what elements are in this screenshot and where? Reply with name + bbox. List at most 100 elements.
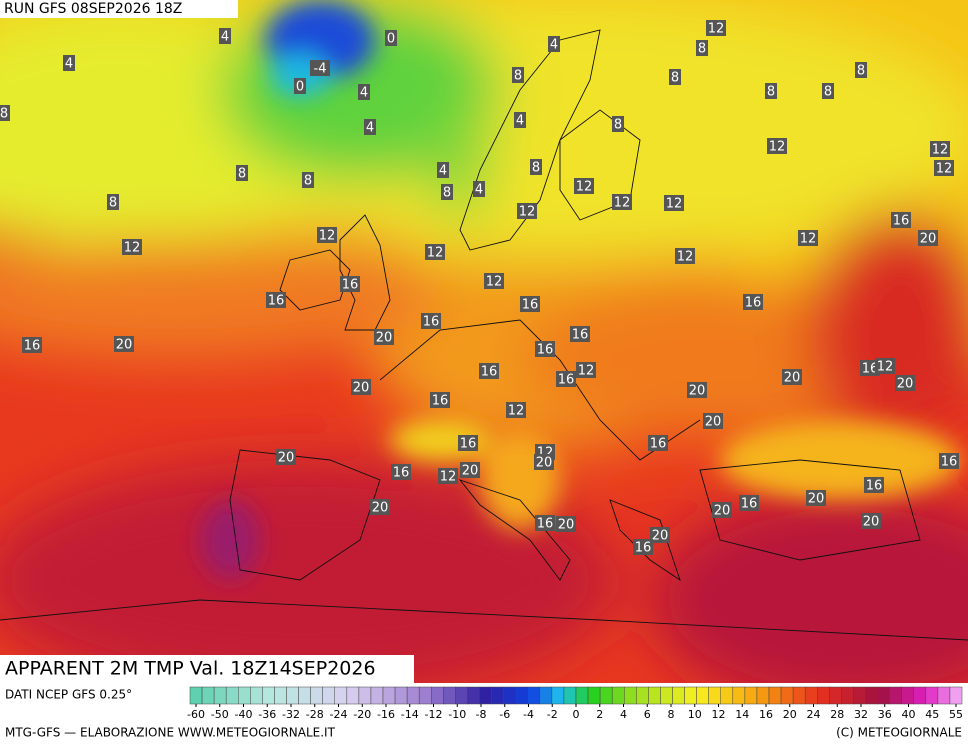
map-title: APPARENT 2M TMP Val. 18Z14SEP2026 [5,658,376,680]
colorbar-swatch [708,686,721,705]
label-box [236,165,248,181]
temperature-label: 16 [342,278,359,293]
temperature-label: 16 [393,466,410,481]
temperature-label: 12 [936,162,953,177]
colorbar-tick-label: 32 [854,708,868,721]
label-box [864,477,884,493]
colorbar-swatch [853,686,866,705]
colorbar-tick-label: -2 [547,708,558,721]
label-box [855,62,867,78]
temperature-label: 4 [475,183,483,198]
label-box [421,313,441,329]
temperature-label: 4 [366,121,374,136]
colorbar-swatch [575,686,589,705]
label-box [358,84,370,100]
colorbar-swatch [298,686,311,705]
temperature-label: 12 [486,275,503,290]
label-box [765,83,777,99]
label-box [437,162,449,178]
colorbar-swatch [684,686,697,705]
colorbar-tick-label: -4 [523,708,534,721]
label-box [0,105,10,121]
colorbar-swatch [346,686,360,705]
colorbar-swatch [865,686,878,705]
temperature-label: 20 [462,464,479,479]
temperature-label: 12 [677,250,694,265]
temperature-label: 4 [439,164,447,179]
label-box [302,172,314,188]
label-box [438,468,458,484]
temperature-label: 16 [741,497,758,512]
label-box [473,181,485,197]
colorbar-tick-label: -32 [282,708,300,721]
label-box [806,490,826,506]
temperature-label: 12 [708,22,725,37]
label-box [520,296,540,312]
colorbar-swatch [636,686,649,705]
colorbar-tick-label: 6 [644,708,651,721]
temperature-label: 20 [372,501,389,516]
temperature-label: 16 [558,373,575,388]
label-box [703,413,723,429]
label-box [696,40,708,56]
colorbar-swatch [334,686,348,705]
colorbar-swatch [720,686,734,705]
label-box [340,276,360,292]
label-box [669,69,681,85]
colorbar-tick-label: 0 [573,708,580,721]
label-box [294,78,306,94]
colorbar-tick-label: -10 [448,708,466,721]
temperature-label: -4 [314,62,327,77]
temperature-label: 16 [24,339,41,354]
colorbar-tick-label: -60 [187,708,205,721]
temperature-label: 16 [635,541,652,556]
temperature-label: 12 [614,196,631,211]
label-box [664,195,684,211]
label-box [517,203,537,219]
label-box [739,495,759,511]
temperature-label: 12 [124,241,141,256]
colorbar-tick-label: -24 [330,708,348,721]
label-box [317,227,337,243]
label-box [548,36,560,52]
colorbar-swatch [418,686,432,705]
colorbar-swatch [455,686,468,705]
temperature-label: 16 [650,437,667,452]
label-box [484,273,504,289]
colorbar-swatch [262,686,275,705]
label-box [107,194,119,210]
colorbar-swatch [829,686,842,705]
temperature-label: 4 [65,57,73,72]
label-box [535,515,555,531]
label-box [782,369,802,385]
temperature-label: 20 [558,518,575,533]
colorbar-swatch [925,686,939,705]
run-label: RUN GFS 08SEP2026 18Z [4,1,182,17]
colorbar-swatch [696,686,709,705]
label-box [934,160,954,176]
label-box [514,112,526,128]
colorbar-tick-label: -6 [499,708,510,721]
temperature-label: 20 [116,338,133,353]
colorbar-swatch [310,686,323,705]
label-box [612,116,624,132]
temperature-label: 8 [857,64,865,79]
temperature-label: 16 [268,294,285,309]
label-box [310,60,330,76]
colorbar-tick-label: 36 [878,708,892,721]
temperature-label: 20 [376,331,393,346]
colorbar-swatch [611,686,625,705]
temperature-label: 16 [941,455,958,470]
colorbar-swatch [744,686,758,705]
colorbar-tick-label: 55 [949,708,963,721]
colorbar-swatch [913,686,927,705]
temperature-label: 8 [698,42,706,57]
colorbar-tick-label: 28 [830,708,844,721]
label-box [219,28,231,44]
label-box [460,462,480,478]
colorbar-swatch [467,686,480,705]
colorbar-swatch [539,686,553,705]
label-box [939,453,959,469]
run-box [0,0,238,18]
